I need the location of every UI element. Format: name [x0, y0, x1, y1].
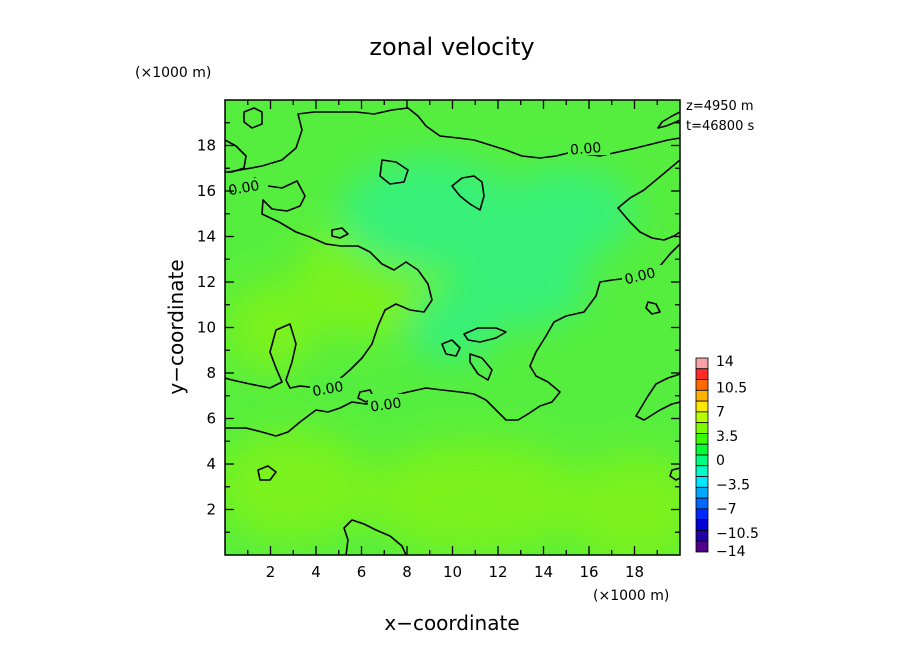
- contour-label: 0.00: [311, 379, 344, 400]
- x-tick-label: 12: [488, 563, 507, 581]
- contour-line-right: [635, 373, 680, 421]
- contour-line-left-top: [225, 139, 247, 173]
- colorbar-label: 0: [716, 453, 725, 469]
- x-axis-unit: (×1000 m): [593, 588, 669, 604]
- colorbar-swatch: [695, 433, 709, 445]
- velocity-field: [225, 100, 680, 555]
- field-patch: [338, 156, 521, 271]
- y-tick-label: 8: [206, 364, 216, 382]
- x-tick-label: 16: [579, 563, 598, 581]
- y-tick-label: 2: [206, 501, 216, 519]
- contour-line-closed-5: [441, 339, 461, 357]
- y-tick-label: 4: [206, 455, 216, 473]
- contour-line-top-right: [227, 107, 680, 173]
- x-tick-label: 8: [402, 563, 412, 581]
- colorbar-swatch: [695, 476, 709, 488]
- x-tick-label: 6: [357, 563, 367, 581]
- colorbar-swatch: [695, 411, 709, 424]
- contour-line-closed-4: [243, 107, 263, 129]
- y-axis-ticks: [225, 122, 680, 533]
- colorbar-swatch: [695, 379, 709, 391]
- colorbar-swatch: [695, 530, 709, 542]
- x-tick-label: 18: [625, 563, 644, 581]
- colorbar-swatch: [695, 497, 709, 510]
- y-axis-unit: (×1000 m): [135, 65, 211, 81]
- x-axis-label: x−coordinate: [384, 611, 519, 635]
- contour-label: 0.00: [227, 178, 260, 199]
- field-patch: [566, 452, 680, 555]
- y-tick-label: 10: [197, 319, 216, 337]
- chart-title: zonal velocity: [369, 33, 534, 61]
- y-axis-label: y−coordinate: [164, 259, 188, 394]
- field-patch: [498, 168, 635, 260]
- colorbar-swatch: [695, 465, 709, 477]
- x-axis-ticks: [247, 100, 658, 555]
- annotation-z: z=4950 m: [686, 99, 754, 114]
- field-patch: [452, 236, 589, 328]
- colorbar-swatch: [695, 389, 709, 402]
- contour-line-closed-6: [463, 327, 507, 343]
- field-patch: [225, 429, 373, 544]
- contour-line-closed-3: [331, 227, 349, 239]
- contour-line-closed-10: [645, 301, 661, 315]
- contour-line-top-right-corner: [657, 111, 680, 129]
- y-tick-label: 6: [206, 410, 216, 428]
- contour-line-middle: [226, 243, 680, 437]
- colorbar-swatch: [695, 443, 709, 456]
- field-patch: [225, 282, 316, 373]
- colorbar-swatch: [695, 400, 709, 413]
- contour-label: 0.00: [369, 395, 402, 415]
- colorbar-swatch: [695, 519, 709, 531]
- contour-label: 0.00: [623, 265, 657, 288]
- colorbar-label: 14: [716, 354, 734, 370]
- colorbar: [695, 357, 709, 553]
- field-patch: [407, 293, 498, 362]
- x-tick-label: 2: [266, 563, 276, 581]
- contour-lines: [225, 107, 680, 555]
- colorbar-label: 3.5: [716, 429, 738, 445]
- colorbar-swatch: [695, 454, 709, 467]
- colorbar-swatch: [695, 357, 709, 370]
- y-tick-label: 16: [197, 182, 216, 200]
- colorbar-swatch: [695, 422, 709, 434]
- colorbar-swatch: [695, 368, 709, 380]
- colorbar-swatch: [695, 508, 709, 521]
- colorbar-swatch: [695, 486, 709, 499]
- x-axis-tick-labels: 2 4 6 8 10 12 14 16 18: [266, 563, 644, 581]
- colorbar-label: −3.5: [716, 477, 750, 493]
- colorbar-labels: 14 10.5 7 3.5 0 −3.5 −7 −10.5 −14: [716, 354, 759, 560]
- colorbar-label: 7: [716, 405, 725, 421]
- contour-line-closed-8: [257, 465, 277, 481]
- contour-line-closed-1: [451, 175, 485, 211]
- contour-line-bottom-right: [669, 467, 680, 481]
- x-tick-label: 10: [443, 563, 462, 581]
- y-tick-label: 12: [197, 273, 216, 291]
- x-tick-label: 14: [534, 563, 553, 581]
- contour-line-right-edge: [617, 159, 680, 241]
- colorbar-label: −10.5: [716, 526, 759, 542]
- contour-line-closed-7: [469, 353, 493, 381]
- contour-line-bottom: [343, 519, 407, 555]
- field-patch: [361, 441, 589, 555]
- contour-line-closed-2: [379, 159, 409, 185]
- y-axis-tick-labels: 2 4 6 8 10 12 14 16 18: [197, 137, 216, 519]
- colorbar-swatch: [695, 540, 709, 553]
- x-tick-label: 4: [311, 563, 321, 581]
- contour-labels: 0.00 0.00 0.00 0.00 0.00: [226, 140, 664, 416]
- y-tick-label: 14: [197, 228, 216, 246]
- y-tick-label: 18: [197, 137, 216, 155]
- colorbar-label: −7: [716, 502, 737, 518]
- contour-line-upper-band: [225, 177, 433, 389]
- colorbar-label: 10.5: [716, 380, 747, 396]
- annotation-t: t=46800 s: [686, 119, 754, 134]
- colorbar-label: −14: [716, 544, 746, 560]
- contour-label: 0.00: [569, 140, 601, 159]
